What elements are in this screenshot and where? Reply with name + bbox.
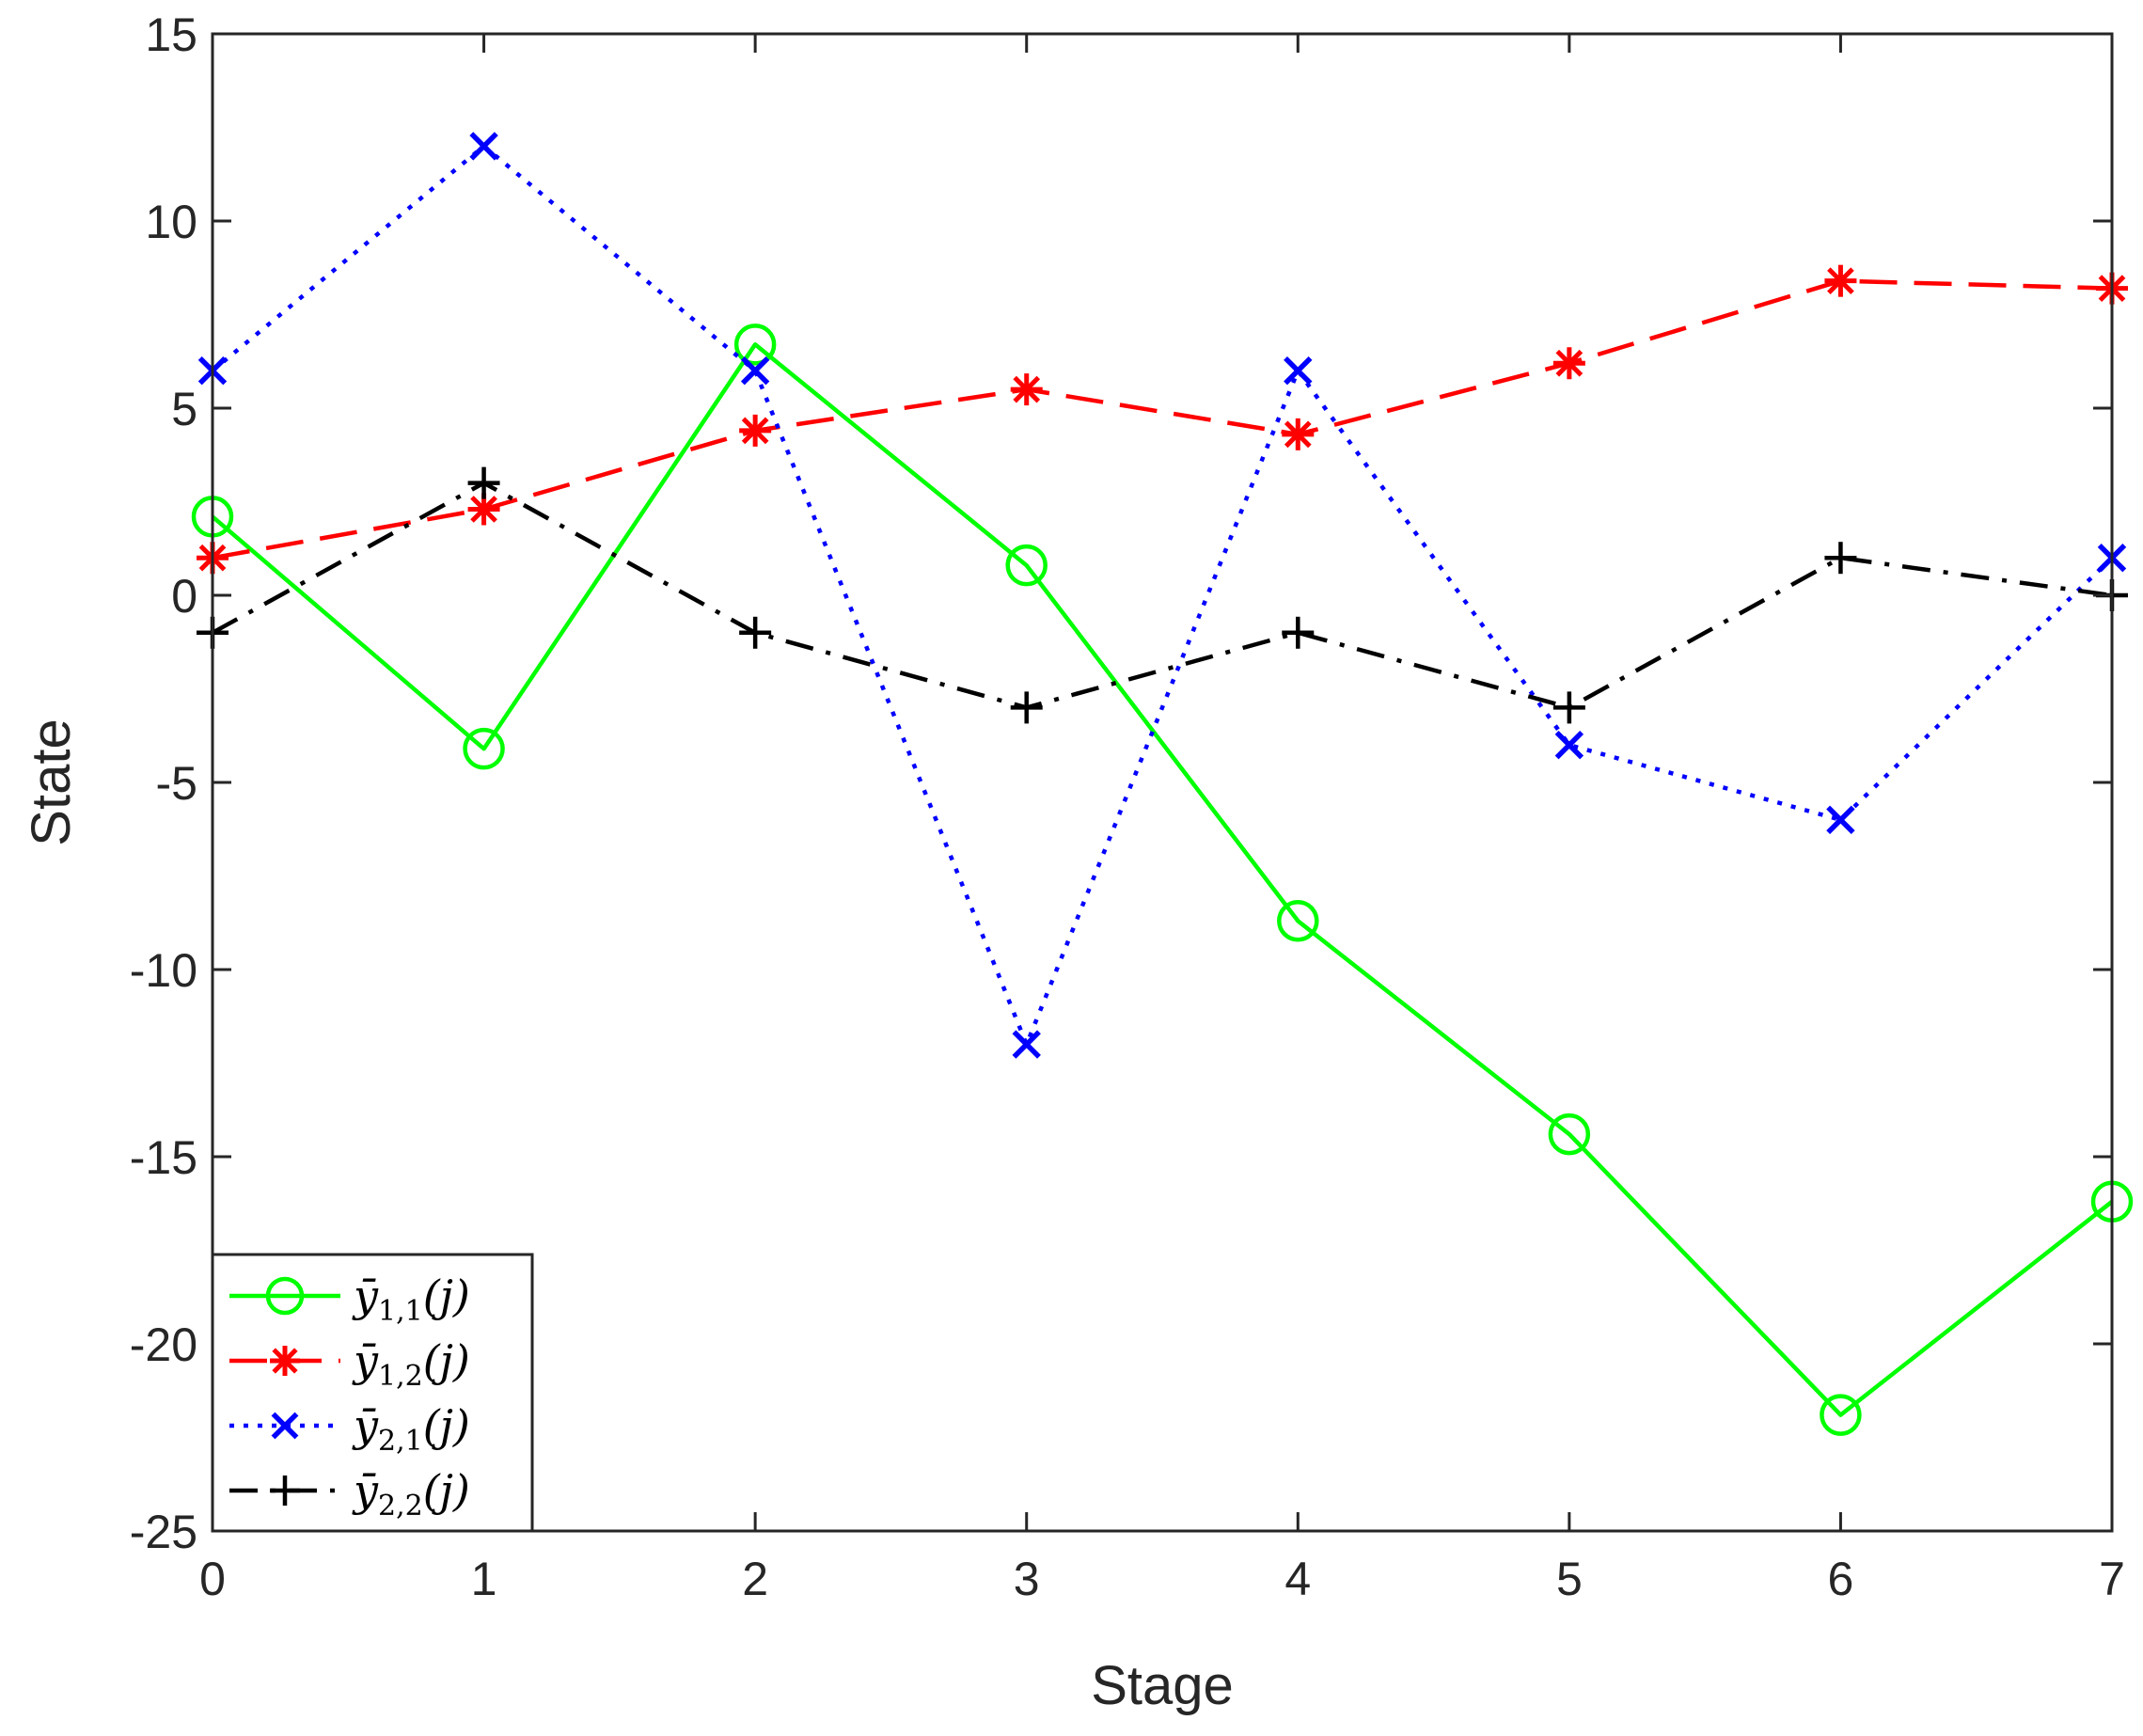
axes-layer: 0 1 2 3 4 5 6 7 15 10 5 0 -5 -10 -15 -20 -25 <box>130 8 2125 1605</box>
series-2-point-1-stroke-d2 <box>470 496 497 523</box>
x-tick-label-3: 3 <box>1014 1553 1040 1605</box>
legend-entry-1: ȳ1,1(j) <box>229 1270 470 1328</box>
legend-label-4: ȳ2,2(j) <box>352 1465 470 1523</box>
series-4-point-2 <box>739 616 772 649</box>
series-1-point-2 <box>733 324 777 366</box>
legend-marker-3 <box>271 1412 299 1440</box>
series-3-line <box>211 144 2114 1047</box>
y-tick-label-8: -25 <box>130 1506 197 1558</box>
series-2-point-2-stroke-d2 <box>741 417 769 445</box>
legend-entry-4: ȳ2,2(j) <box>229 1465 470 1523</box>
legend-label-arg-1: (j) <box>423 1270 470 1321</box>
legend-entry-3: ȳ2,1(j) <box>229 1400 470 1458</box>
legend-label-base-2: ȳ <box>352 1335 379 1386</box>
series-2-point-4 <box>1282 418 1315 450</box>
series-2-point-4-stroke-d2 <box>1284 420 1312 449</box>
series-2-point-6-stroke-d2 <box>1827 267 1854 295</box>
x-tick-label-1: 1 <box>471 1553 497 1605</box>
x-axis-title: Stage <box>1091 1655 1234 1716</box>
legend-label-base-4: ȳ <box>352 1465 379 1516</box>
series-3-point-3-stroke-b <box>1012 1030 1041 1059</box>
series-2-point-2 <box>739 414 772 447</box>
series-2-point-5 <box>1552 347 1585 380</box>
series-2-point-5-stroke-d2 <box>1555 349 1584 377</box>
series-4 <box>197 466 2128 724</box>
series-4-line <box>211 481 2113 710</box>
legend-entry-2: ȳ1,2(j) <box>229 1335 470 1393</box>
y-tick-label-7: -20 <box>130 1318 197 1371</box>
legend-label-2: ȳ1,2(j) <box>352 1335 470 1393</box>
legend-marker-2-stroke-d2 <box>272 1348 298 1374</box>
series-3-point-6-stroke-b <box>1826 805 1855 835</box>
series-2-point-6 <box>1824 264 1857 297</box>
series-1-line <box>211 342 2114 1417</box>
series-2-point-3 <box>1010 373 1043 406</box>
x-tick-label-4: 4 <box>1284 1553 1311 1605</box>
legend-marker-1 <box>265 1276 305 1316</box>
x-tick-label-0: 0 <box>199 1553 226 1605</box>
series-3-point-6 <box>1826 805 1855 835</box>
series-3-point-4 <box>1284 355 1313 386</box>
series-3 <box>197 132 2127 1059</box>
legend-marker-4 <box>270 1476 300 1506</box>
legend-label-arg-4: (j) <box>423 1465 470 1516</box>
x-tick-label-7: 7 <box>2099 1553 2125 1605</box>
series-3-point-4-stroke-b <box>1284 355 1313 386</box>
legend: ȳ1,1(j)ȳ1,2(j)ȳ2,1(j)ȳ2,2(j) <box>211 1253 534 1533</box>
y-tick-label-3: 0 <box>171 570 197 623</box>
legend-box <box>211 1253 534 1533</box>
series-3-point-5 <box>1554 730 1584 760</box>
legend-label-sub-4: 2,2 <box>378 1490 423 1523</box>
x-tick-label-5: 5 <box>1556 1553 1583 1605</box>
series-4-point-1 <box>467 466 500 499</box>
series-1-point-3 <box>1005 544 1048 587</box>
y-tick-label-2: 5 <box>171 383 197 435</box>
x-tick-label-2: 2 <box>742 1553 768 1605</box>
legend-marker-3-stroke-b <box>271 1412 299 1440</box>
series-1-point-5 <box>1548 1113 1591 1156</box>
x-tick-label-6: 6 <box>1828 1553 1854 1605</box>
series-4-point-5 <box>1552 691 1585 724</box>
series-4-point-3 <box>1010 691 1043 724</box>
series-3-point-2 <box>740 355 770 386</box>
series-layer <box>191 132 2134 1436</box>
legend-label-3: ȳ2,1(j) <box>352 1400 470 1458</box>
series-1-point-6 <box>1820 1394 1862 1436</box>
legend-label-sub-1: 1,1 <box>378 1295 423 1328</box>
series-3-point-2-stroke-b <box>740 355 770 386</box>
series-3-point-5-stroke-b <box>1554 730 1584 760</box>
series-1-point-1 <box>463 727 505 770</box>
legend-label-arg-2: (j) <box>423 1335 470 1386</box>
legend-label-base-1: ȳ <box>352 1270 379 1321</box>
series-4-point-6 <box>1824 542 1857 575</box>
legend-label-arg-3: (j) <box>423 1400 470 1451</box>
y-axis-title: State <box>21 718 82 845</box>
y-tick-label-5: -10 <box>130 944 197 997</box>
y-tick-label-0: 15 <box>145 8 197 61</box>
legend-label-1: ȳ1,1(j) <box>352 1270 470 1328</box>
series-2-point-3-stroke-d2 <box>1013 375 1041 403</box>
legend-label-sub-3: 2,1 <box>378 1425 423 1458</box>
series-3-point-1-stroke-b <box>469 132 498 161</box>
legend-label-sub-2: 1,2 <box>378 1360 423 1393</box>
y-tick-label-1: 10 <box>145 196 197 248</box>
legend-label-base-3: ȳ <box>352 1400 379 1451</box>
series-1-point-4 <box>1277 900 1319 942</box>
y-tick-label-6: -15 <box>130 1131 197 1184</box>
series-3-point-3 <box>1012 1030 1041 1059</box>
series-3-point-1 <box>469 132 498 161</box>
series-4-point-4 <box>1282 616 1315 649</box>
y-tick-label-4: -5 <box>156 757 197 810</box>
legend-marker-2 <box>270 1346 300 1376</box>
